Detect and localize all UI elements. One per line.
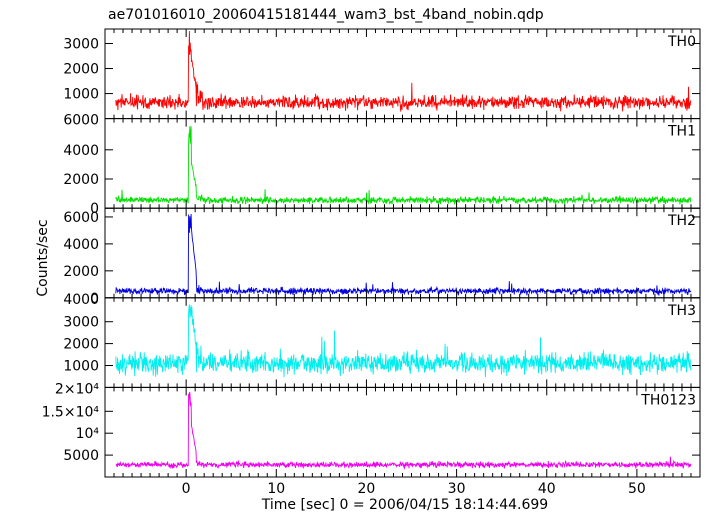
chart-title: ae701016010_20060415181444_wam3_bst_4ban… [108, 7, 544, 23]
panel-th0: 1000 2000 3000 TH0 [63, 28, 701, 120]
y-tick-label: 4000 [63, 143, 99, 159]
y-axis-label: Counts/sec [35, 219, 51, 296]
y-tick-label: 0 [90, 201, 99, 217]
series-line-th1 [115, 126, 692, 206]
panel-label-th0123: TH0123 [640, 392, 696, 408]
panel-frame [104, 118, 701, 209]
x-tick-label: 10 [267, 481, 285, 497]
y-tick-label: 2000 [63, 337, 99, 353]
panel-label-th0: TH0 [667, 34, 696, 50]
y-tick-label: 2000 [63, 62, 99, 78]
y-tick-label: 3000 [63, 37, 99, 53]
series-line-th0 [115, 30, 692, 112]
x-tick-label: 20 [358, 481, 376, 497]
x-tick-label: 0 [182, 481, 191, 497]
y-tick-label: 5000 [63, 448, 99, 464]
y-tick-label: 6000 [63, 210, 99, 226]
panel-label-th2: TH2 [667, 213, 696, 229]
panel-th2: 0 2000 4000 6000 TH2 [63, 207, 701, 307]
panel-label-th1: TH1 [667, 124, 696, 140]
x-tick-label: 50 [628, 481, 646, 497]
y-tick-label: 0 [90, 291, 99, 307]
y-tick-label: 2×10⁴ [55, 381, 99, 397]
panel-frame [104, 297, 701, 388]
x-tick-label: 30 [448, 481, 466, 497]
panel-th1: 0 2000 4000 6000 TH1 [63, 113, 701, 217]
y-tick-label: 6000 [63, 113, 99, 129]
x-tick-label: 40 [538, 481, 556, 497]
series-line-th0123 [115, 391, 692, 470]
y-tick-label: 2000 [63, 172, 99, 188]
y-tick-label: 1000 [63, 359, 99, 375]
x-axis-label: Time [sec] 0 = 2006/04/15 18:14:44.699 [261, 497, 548, 513]
y-tick-label: 2000 [63, 264, 99, 280]
y-tick-label: 1000 [63, 87, 99, 103]
panel-th3: 1000 2000 3000 4000 TH3 [63, 292, 701, 388]
series-line-th3 [115, 304, 692, 378]
y-tick-label: 4000 [63, 237, 99, 253]
y-tick-label: 3000 [63, 315, 99, 331]
panel-label-th3: TH3 [667, 303, 696, 319]
y-tick-label: 1.5×10⁴ [42, 404, 100, 420]
panel-th0123: 5000 10⁴ 1.5×10⁴ 2×10⁴ TH0123 [42, 381, 701, 478]
y-tick-label: 10⁴ [76, 426, 100, 442]
y-tick-label: 4000 [63, 292, 99, 308]
series-line-th2 [115, 213, 692, 296]
